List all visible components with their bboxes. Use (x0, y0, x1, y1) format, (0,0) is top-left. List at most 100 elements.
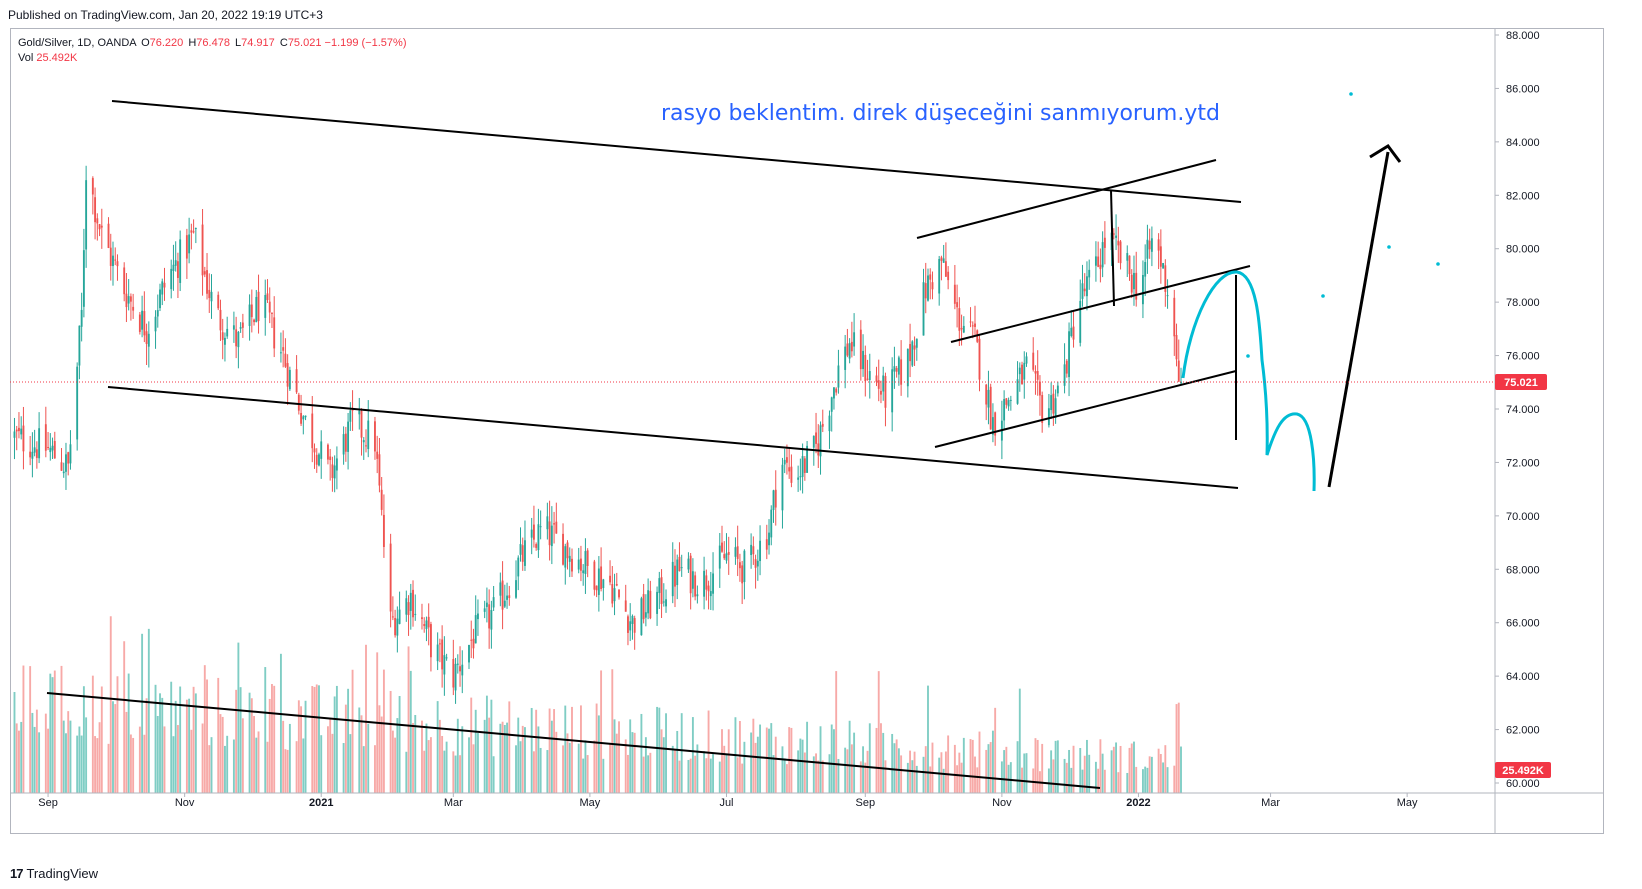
candle-body (268, 301, 271, 313)
candle-body (960, 327, 963, 330)
volume-bar (1175, 704, 1178, 793)
volume-bar (656, 706, 659, 793)
volume-bar (116, 676, 119, 793)
candle-body (895, 368, 898, 372)
volume-bar (562, 745, 564, 793)
candle-body (1050, 395, 1053, 411)
volume-bar (833, 729, 835, 793)
volume-bar (76, 735, 79, 793)
candle-body (145, 331, 148, 344)
candle-body (15, 429, 18, 432)
volume-bar (349, 734, 352, 793)
legend-close-label: C (279, 37, 288, 49)
candle-body (974, 323, 976, 327)
volume-bar (530, 707, 533, 793)
volume-bar (31, 712, 34, 793)
candle-body (226, 328, 229, 337)
volume-bar (1070, 767, 1073, 793)
candle-body (335, 458, 338, 471)
candle-body (297, 394, 300, 411)
candle-body (1056, 385, 1059, 394)
candle-body (640, 598, 643, 636)
legend-change: −1.199 (−1.57%) (324, 37, 407, 49)
volume-bar (163, 726, 166, 793)
volume-bar (226, 735, 229, 793)
candle-body (378, 454, 381, 486)
candle-body (597, 568, 600, 595)
candle-body (584, 551, 587, 574)
candle-body (331, 464, 334, 478)
candle-body (909, 344, 912, 362)
candle-body (613, 588, 616, 602)
candle-body (707, 585, 710, 592)
candle-body (801, 456, 804, 477)
candle-body (219, 309, 222, 331)
candle-body (114, 259, 117, 261)
candle-body (750, 544, 753, 556)
candle-body (405, 598, 408, 615)
candle-body (138, 314, 141, 332)
volume-bar (501, 721, 504, 793)
volume-bar (1177, 702, 1180, 793)
candle-body (911, 341, 914, 366)
volume-bar (687, 759, 690, 793)
volume-bar (696, 744, 699, 793)
volume-bar (237, 642, 240, 793)
candle-body (691, 571, 694, 589)
cyan-projection-path[interactable] (1181, 270, 1316, 492)
volume-bar (49, 673, 52, 793)
candle-body (91, 178, 94, 195)
volume-bar (584, 740, 587, 793)
volume-bar (248, 692, 251, 793)
trendline-rising-mid[interactable] (950, 265, 1251, 343)
candle-body (519, 544, 522, 555)
candle-body (100, 225, 103, 228)
trendline-upper-channel[interactable] (111, 100, 1242, 203)
volume-bar (877, 671, 880, 793)
candle-body (1018, 367, 1021, 375)
trendline-rising-lower[interactable] (934, 370, 1237, 448)
trendline-rising-upper[interactable] (916, 159, 1217, 239)
y-tick-label: 84.000 (1506, 137, 1540, 149)
volume-bar (461, 726, 464, 793)
candle-body (342, 434, 345, 455)
trendline-vertical-1[interactable] (1110, 189, 1115, 307)
volume-bar (524, 727, 526, 793)
candle-body (459, 666, 461, 672)
x-tick-label: Sep (38, 797, 58, 809)
candle-body (609, 575, 611, 583)
candle-body (1144, 262, 1147, 277)
volume-bar (143, 734, 146, 793)
volume-bar (680, 713, 683, 793)
candle-body (1088, 269, 1091, 278)
candle-body (718, 545, 721, 569)
candle-body (69, 444, 72, 464)
volume-bar (564, 705, 567, 793)
candle-body (915, 338, 918, 348)
arrow-shaft[interactable] (1327, 151, 1390, 488)
candle-body (109, 247, 112, 266)
volume-bar (931, 742, 934, 793)
annotation-text[interactable]: rasyo beklentim. direk düşeceğini sanmıy… (661, 101, 1220, 126)
legend: Gold/Silver, 1D, OANDA O76.220 H76.478 L… (18, 36, 406, 51)
volume-bar (20, 721, 23, 793)
candle-body (1068, 331, 1070, 378)
volume-bar (895, 739, 898, 793)
volume-bar (311, 686, 314, 793)
volume-bar (208, 745, 211, 793)
volume-bar (774, 736, 777, 793)
volume-bar (1054, 740, 1057, 793)
trendline-lower-channel[interactable] (107, 386, 1239, 489)
volume-bar (474, 709, 477, 793)
volume-bar (624, 739, 627, 793)
trendline-volume[interactable] (46, 692, 1101, 789)
volume-bar (219, 714, 222, 793)
cyan-dot-3 (1436, 262, 1440, 266)
volume-bar (351, 669, 354, 793)
volume-bar (1157, 748, 1160, 793)
candle-body (785, 457, 788, 463)
y-tick-label: 88.000 (1506, 30, 1540, 42)
volume-bar (266, 741, 269, 793)
chart-frame[interactable] (10, 28, 1604, 834)
